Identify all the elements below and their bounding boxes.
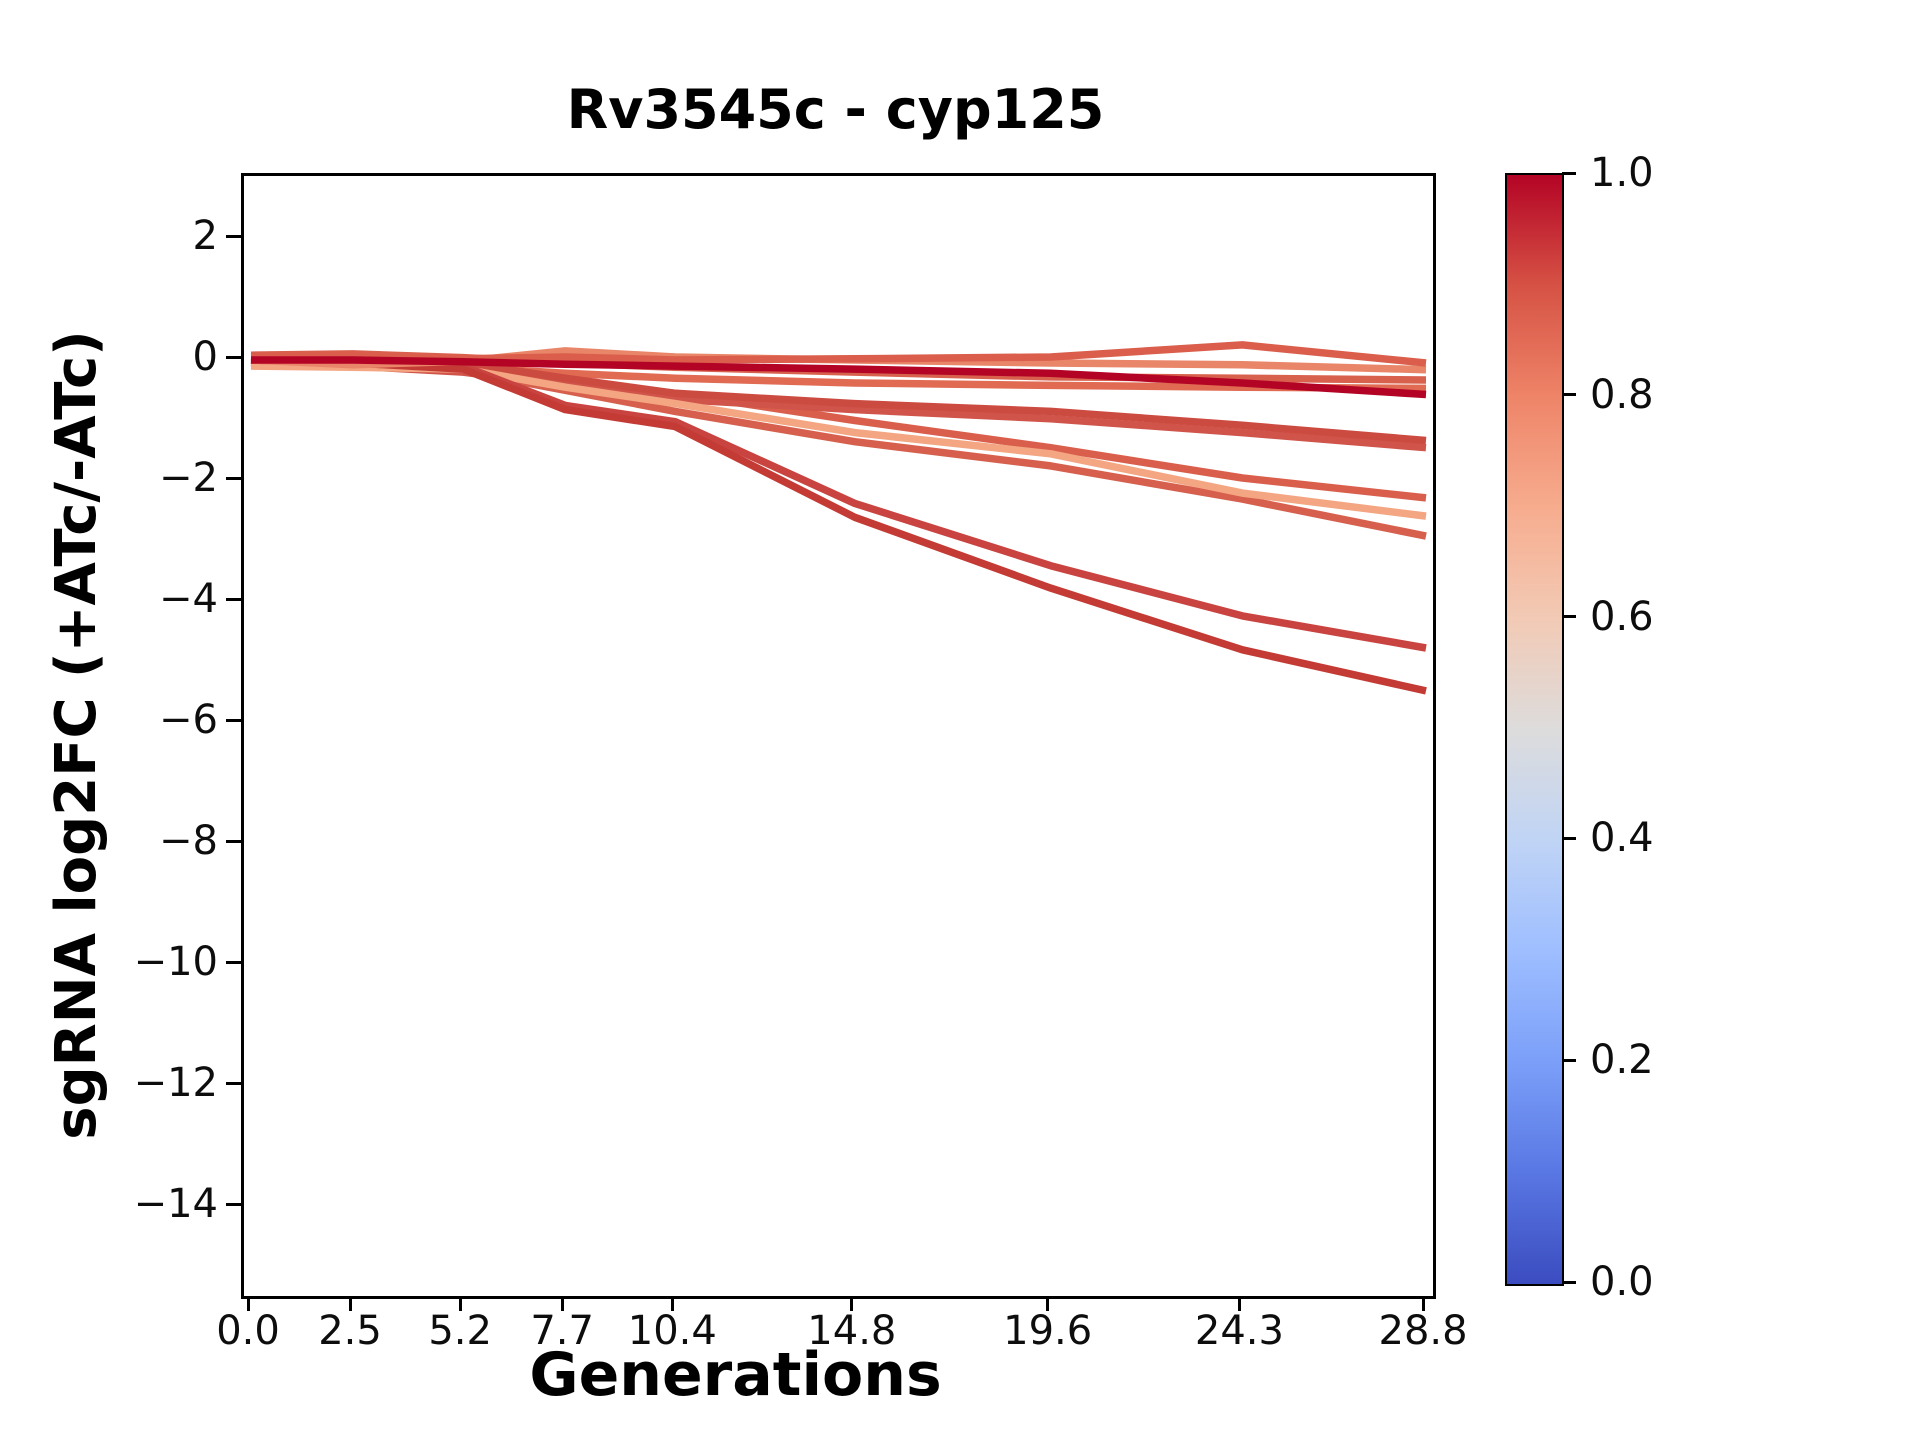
- series-line-line-12: [251, 356, 1427, 399]
- y-tick-label: 0: [192, 334, 218, 380]
- x-tick-label: 5.2: [428, 1308, 492, 1354]
- colorbar-tick-label: 0.6: [1590, 593, 1654, 640]
- x-tick-mark: [670, 1296, 674, 1311]
- x-tick-label: 19.6: [1003, 1308, 1093, 1354]
- colorbar-tick-mark: [1562, 393, 1576, 397]
- colorbar-tick-label: 0.0: [1590, 1259, 1654, 1305]
- y-tick-label: −10: [133, 939, 218, 985]
- colorbar-tick-mark: [1562, 1280, 1576, 1284]
- colorbar-tick-mark: [1562, 615, 1576, 619]
- x-tick-mark: [458, 1296, 462, 1311]
- y-tick-mark: [226, 234, 241, 238]
- plot-area: [241, 173, 1436, 1299]
- y-tick-label: 2: [192, 213, 218, 259]
- x-tick-mark: [560, 1296, 564, 1311]
- y-tick-label: −8: [159, 818, 218, 864]
- y-tick-mark: [226, 476, 241, 480]
- y-tick-label: −4: [159, 576, 218, 622]
- colorbar-tick-label: 0.8: [1590, 371, 1654, 418]
- x-tick-label: 10.4: [627, 1308, 717, 1354]
- y-tick-mark: [226, 960, 241, 964]
- series-lines-canvas: [250, 341, 1427, 695]
- colorbar: [1505, 173, 1564, 1286]
- x-tick-mark: [1046, 1296, 1050, 1311]
- x-axis-label: Generations: [529, 1340, 942, 1410]
- y-tick-label: −2: [159, 455, 218, 501]
- y-tick-label: −14: [133, 1181, 218, 1227]
- x-tick-label: 2.5: [318, 1308, 382, 1354]
- colorbar-tick-mark: [1562, 171, 1576, 175]
- y-tick-mark: [226, 1081, 241, 1085]
- chart-title: Rv3545c - cyp125: [566, 78, 1105, 141]
- colorbar-tick-mark: [1562, 836, 1576, 840]
- y-tick-label: −6: [159, 697, 218, 743]
- x-tick-label: 14.8: [807, 1308, 897, 1354]
- x-tick-label: 7.7: [530, 1308, 594, 1354]
- x-tick-mark: [850, 1296, 854, 1311]
- x-tick-mark: [1237, 1296, 1241, 1311]
- x-tick-label: 28.8: [1378, 1308, 1468, 1354]
- x-tick-mark: [1421, 1296, 1425, 1311]
- series-line-line-11: [250, 341, 1427, 367]
- x-tick-mark: [246, 1296, 250, 1311]
- colorbar-tick-label: 1.0: [1590, 150, 1654, 196]
- x-tick-label: 0.0: [216, 1308, 280, 1354]
- y-tick-mark: [226, 355, 241, 359]
- colorbar-tick-mark: [1562, 1058, 1576, 1062]
- y-tick-label: −12: [133, 1060, 218, 1106]
- y-tick-mark: [226, 1202, 241, 1206]
- colorbar-tick-label: 0.4: [1590, 815, 1654, 862]
- y-tick-mark: [226, 597, 241, 601]
- y-tick-mark: [226, 718, 241, 722]
- y-tick-mark: [226, 839, 241, 843]
- colorbar-tick-label: 0.2: [1590, 1037, 1654, 1084]
- x-tick-label: 24.3: [1194, 1308, 1284, 1354]
- x-tick-mark: [348, 1296, 352, 1311]
